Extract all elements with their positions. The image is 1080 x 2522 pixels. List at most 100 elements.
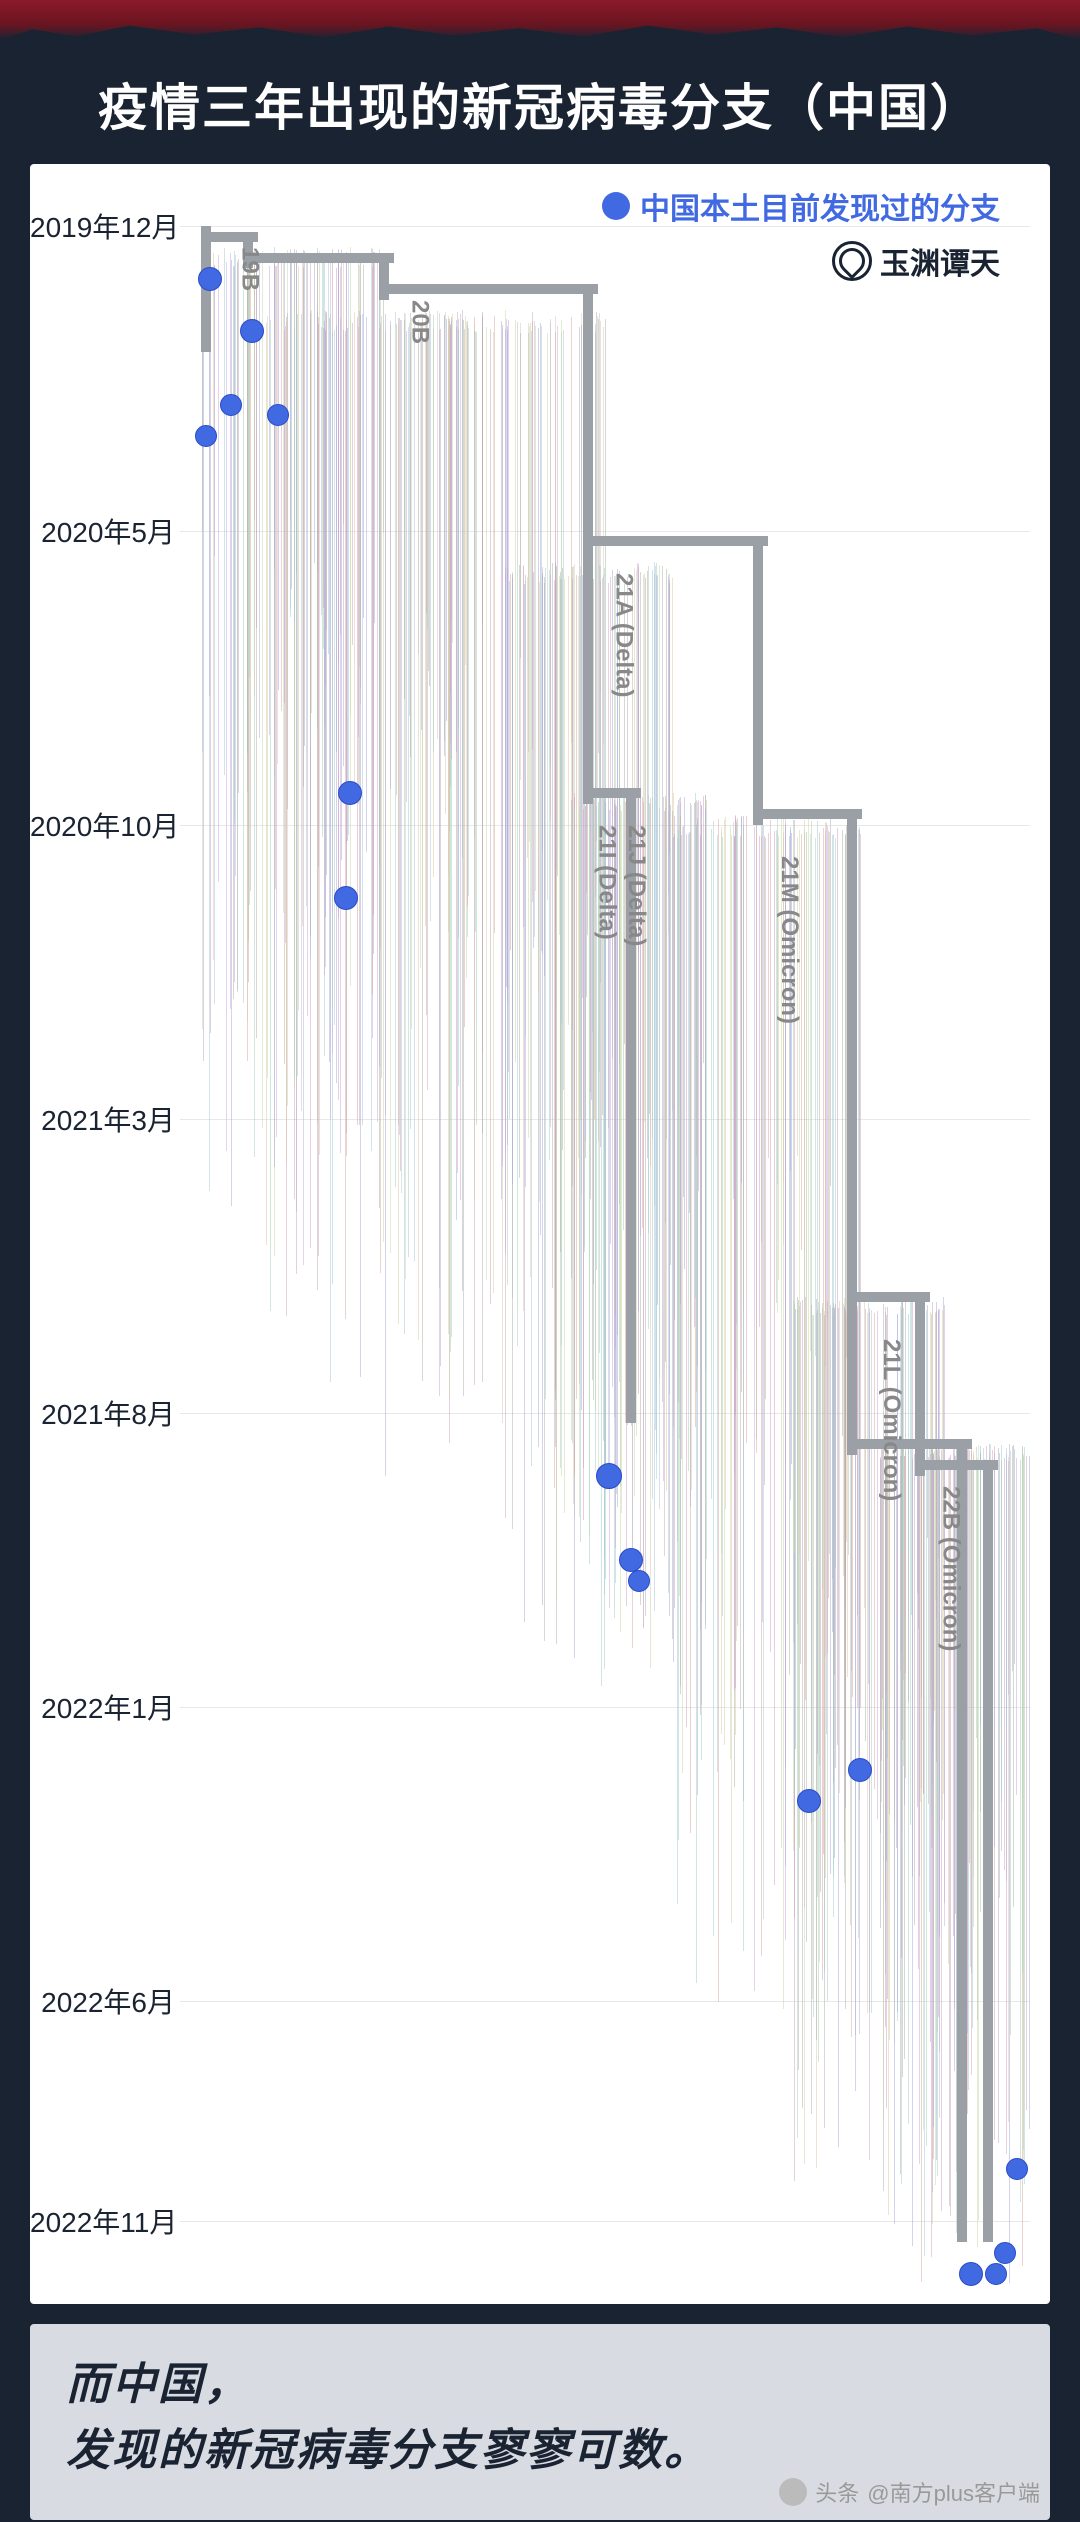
phylo-strand — [652, 797, 653, 1137]
phylo-strand — [583, 809, 584, 1520]
phylo-strand — [512, 578, 513, 1183]
phylo-strand — [444, 315, 445, 756]
phylo-strand — [654, 562, 655, 1611]
phylo-strand — [682, 827, 683, 1772]
phylo-strand — [552, 563, 553, 1288]
phylo-strand — [234, 251, 235, 822]
trunk-segment — [847, 814, 857, 1455]
phylo-strand — [266, 323, 267, 1245]
phylo-strand — [203, 251, 204, 1061]
china-lineage-marker — [334, 886, 358, 910]
trunk-segment — [588, 536, 768, 546]
phylo-strand — [490, 329, 491, 1303]
phylo-strand — [381, 316, 382, 1078]
phylo-strand — [298, 266, 299, 1010]
phylo-strand — [509, 581, 510, 1119]
legend: 中国本土目前发现过的分支 — [602, 184, 1000, 228]
phylo-strand — [859, 1298, 860, 2034]
phylo-strand — [1029, 1456, 1030, 2128]
phylo-strand — [347, 328, 348, 841]
phylo-strand — [545, 568, 546, 1399]
phylo-strand — [550, 575, 551, 1128]
phylo-strand — [824, 1315, 825, 2128]
trunk-segment — [583, 541, 593, 804]
phylo-strand — [301, 314, 302, 1110]
phylo-strand — [721, 833, 722, 1554]
phylo-strand — [486, 327, 487, 1281]
phylo-strand — [703, 796, 704, 1063]
legend-label: 中国本土目前发现过的分支 — [640, 184, 1000, 228]
phylo-strand — [360, 315, 361, 1377]
clade-label: 20B — [405, 300, 433, 344]
phylo-strand — [465, 316, 466, 665]
phylo-strand — [334, 330, 335, 1025]
phylo-strand — [401, 320, 402, 1194]
phylo-strand — [832, 1308, 833, 1632]
phylo-strand — [795, 1309, 796, 1749]
china-lineage-marker — [220, 394, 242, 416]
china-lineage-marker — [985, 2263, 1007, 2285]
phylo-strand — [800, 1302, 801, 1664]
phylo-strand — [377, 256, 378, 1122]
phylo-strand — [433, 315, 434, 752]
phylo-strand — [249, 263, 250, 905]
phylo-strand — [354, 312, 355, 793]
footer-credit: 头条 @南方plus客户端 — [779, 2476, 1040, 2508]
phylo-strand — [717, 835, 718, 1773]
phylo-strand — [538, 575, 539, 992]
phylo-strand — [539, 582, 540, 1202]
phylo-strand — [880, 1459, 881, 1928]
phylo-strand — [812, 1315, 813, 1999]
trunk-segment — [753, 541, 763, 825]
phylo-strand — [425, 310, 426, 926]
phylo-strand — [556, 569, 557, 1601]
phylo-strand — [802, 1300, 803, 2108]
phylo-strand — [764, 836, 765, 1485]
phylo-strand — [579, 806, 580, 1517]
phylo-strand — [1004, 1458, 1005, 1870]
phylo-strand — [398, 322, 399, 831]
phylo-strand — [291, 254, 292, 589]
phylo-strand — [696, 824, 697, 1983]
phylo-strand — [310, 313, 311, 937]
china-lineage-marker — [848, 1758, 872, 1782]
phylo-strand — [209, 264, 210, 1190]
phylo-strand — [359, 311, 360, 1125]
phylo-strand — [1012, 1446, 1013, 1671]
phylo-strand — [278, 256, 279, 690]
phylo-strand — [250, 259, 251, 891]
phylo-strand — [560, 572, 561, 1251]
y-axis-tick: 2022年11月 — [30, 2201, 175, 2241]
phylo-strand — [450, 328, 451, 743]
y-axis-tick: 2019年12月 — [30, 206, 175, 246]
plot-region: 19B20B21A (Delta)21J (Delta)21I (Delta)2… — [180, 184, 1030, 2284]
phylo-strand — [373, 255, 374, 915]
footer-text: @南方plus客户端 — [867, 2476, 1040, 2508]
phylo-strand — [805, 1297, 806, 1700]
phylo-strand — [998, 1448, 999, 2142]
phylo-strand — [446, 319, 447, 722]
phylo-strand — [422, 318, 423, 1381]
chart-area: 2019年12月2020年5月2020年10月2021年3月2021年8月202… — [30, 164, 1050, 2304]
phylo-strand — [262, 251, 263, 1128]
phylo-strand — [1009, 1444, 1010, 2282]
phylo-strand — [411, 318, 412, 1030]
phylo-strand — [350, 317, 351, 715]
clade-label: 21A (Delta) — [609, 573, 637, 697]
phylo-strand — [871, 1310, 872, 2013]
phylo-strand — [426, 330, 427, 1015]
header: 疫情三年出现的新冠病毒分支（中国） — [0, 40, 1080, 164]
phylo-strand — [1022, 1446, 1023, 1972]
clade-label: 21L (Omicron) — [877, 1339, 905, 1501]
phylo-strand — [1020, 1460, 1021, 2202]
phylo-strand — [290, 257, 291, 521]
phylo-strand — [645, 578, 646, 1617]
phylo-strand — [303, 267, 304, 787]
watermark-icon — [832, 241, 872, 281]
phylo-strand — [688, 834, 689, 1471]
phylo-strand — [668, 811, 669, 1593]
phylo-strand — [733, 822, 734, 1199]
trunk-segment — [915, 1297, 925, 1476]
clade-label: 22B (Omicron) — [937, 1486, 965, 1651]
page-title: 疫情三年出现的新冠病毒分支（中国） — [40, 68, 1040, 140]
